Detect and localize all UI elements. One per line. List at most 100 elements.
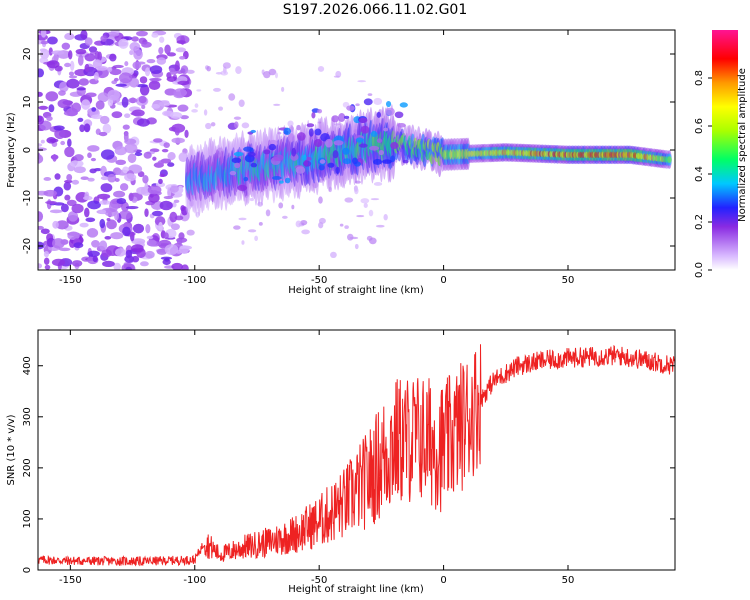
heatmap-cell <box>113 190 126 198</box>
heatmap-cell <box>148 193 160 203</box>
heatmap-cell <box>71 203 84 214</box>
heatmap-cell <box>98 131 108 137</box>
snr-y-tick-label: 300 <box>22 407 33 426</box>
heatmap-cell <box>331 115 339 123</box>
heatmap-cell <box>147 185 162 195</box>
heatmap-cell <box>54 173 61 180</box>
heatmap-cell <box>167 152 176 161</box>
heatmap-cell <box>342 147 350 155</box>
heatmap-cell <box>146 59 156 64</box>
heatmap-cell <box>273 103 281 106</box>
heatmap-cell <box>40 139 45 144</box>
heatmap-cell <box>370 130 378 138</box>
heatmap-cell <box>125 266 133 270</box>
heatmap-cell <box>139 84 150 96</box>
heatmap-cell <box>40 30 47 38</box>
heatmap-cell <box>287 133 295 142</box>
heatmap-cell <box>66 78 80 89</box>
heatmap-cell <box>373 182 383 186</box>
heatmap-cell <box>38 263 43 269</box>
colorbar-tick-label: 0.2 <box>694 214 705 230</box>
heatmap-cell <box>78 78 90 86</box>
heatmap-cell <box>176 70 184 74</box>
heatmap-cell <box>80 176 89 181</box>
heatmap-cell <box>58 247 71 252</box>
heatmap-cell <box>220 70 229 76</box>
heatmap-cell <box>324 138 333 148</box>
heatmap-cell <box>69 60 75 71</box>
heatmap-cell <box>113 77 119 82</box>
heatmap-cell <box>287 120 294 127</box>
heatmap-cell <box>80 30 88 40</box>
heatmap-cell <box>114 146 127 156</box>
heatmap-cell <box>265 209 271 217</box>
heatmap-cell <box>48 47 53 56</box>
heatmap-cell <box>156 248 168 255</box>
snr-y-tick-label: 200 <box>22 458 33 477</box>
heatmap-cell <box>302 154 307 161</box>
heatmap-cell <box>138 95 147 104</box>
heatmap-cell <box>121 96 129 108</box>
heatmap-cell <box>57 99 71 109</box>
heatmap-cell <box>173 88 188 98</box>
heatmap-cell <box>102 260 115 268</box>
heatmap-cell <box>71 260 83 267</box>
heatmap-cell <box>318 196 323 204</box>
heatmap-cell <box>142 174 149 184</box>
heatmap-cell <box>152 156 157 161</box>
heatmap-cell <box>73 166 86 174</box>
snr-x-tick-label: -50 <box>311 575 327 586</box>
heatmap-cell <box>368 209 374 217</box>
heatmap-cell <box>67 211 79 222</box>
heatmap-cell <box>87 145 100 152</box>
heatmap-cell <box>179 245 190 254</box>
colorbar: 0.0 0.2 0.4 0.6 0.8 Normalized spectral ampl… <box>694 30 748 278</box>
heatmap-cell <box>381 159 392 164</box>
heatmap-cell <box>376 138 383 143</box>
heatmap-cell <box>300 219 308 226</box>
heatmap-cell <box>98 209 107 214</box>
heatmap-cell <box>73 154 84 162</box>
heatmap-cell <box>229 170 237 176</box>
heatmap-cell <box>114 248 126 257</box>
heatmap-cell <box>135 83 148 88</box>
heatmap-cell <box>158 178 163 185</box>
heatmap-cell <box>87 152 92 159</box>
heatmap-cell <box>367 93 373 96</box>
heatmap-cell <box>124 113 131 119</box>
heatmap-cell <box>44 264 51 270</box>
heatmap-cell <box>184 84 190 89</box>
heatmap-cell <box>77 117 84 122</box>
snr-panel: -150 -100 -50 0 50 0 100 200 300 400 Height of st… <box>6 329 676 595</box>
heatmap-cell <box>179 115 189 120</box>
heatmap-cell <box>171 262 183 270</box>
heatmap-cell <box>43 250 50 258</box>
heatmap-cell <box>136 118 150 127</box>
heatmap-cell <box>124 255 135 263</box>
heatmap-cell <box>283 127 291 135</box>
heatmap-cell <box>107 173 117 183</box>
heatmap-cell <box>158 101 171 107</box>
heatmap-cell <box>113 262 121 270</box>
heatmap-cell <box>107 89 121 101</box>
heatmap-cell <box>38 105 49 110</box>
heatmap-cell <box>319 217 326 224</box>
heatmap-cell <box>352 157 358 165</box>
snr-y-tick-label: 400 <box>22 356 33 375</box>
heatmap-cell <box>91 240 100 248</box>
heatmap-cell <box>335 166 340 175</box>
heatmap-cell <box>122 226 131 237</box>
heatmap-cell <box>79 222 89 228</box>
heatmap-cell <box>40 228 50 235</box>
heatmap-cell <box>91 114 103 120</box>
heatmap-cell <box>330 251 337 259</box>
heatmap-cell <box>254 235 259 242</box>
heatmap-cell <box>339 223 344 227</box>
heatmap-cell <box>64 146 75 158</box>
heatmap-cell <box>159 173 166 178</box>
snr-x-tick-label: -100 <box>183 575 206 586</box>
heatmap-cell <box>115 83 127 87</box>
heatmap-cell <box>186 229 195 236</box>
heatmap-cell <box>68 50 73 60</box>
